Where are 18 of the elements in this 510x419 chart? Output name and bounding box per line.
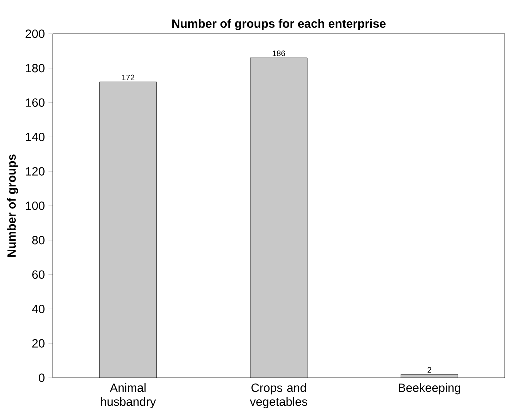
bar	[250, 58, 308, 378]
x-tick-label: Crops and vegetables	[250, 383, 308, 409]
y-tick-label: 100	[26, 202, 45, 210]
y-tick-label: 120	[26, 167, 45, 176]
x-tick-label: Beekeeping	[399, 383, 460, 395]
y-tick-label: 20	[32, 339, 45, 348]
y-tick-label: 40	[32, 304, 45, 314]
y-tick-label: 60	[32, 270, 45, 280]
x-tick-label: Animal husbandry	[101, 383, 156, 409]
y-tick-label: 160	[26, 98, 45, 108]
bar	[100, 82, 158, 378]
chart-title: Number of groups for each enterprise	[172, 19, 386, 30]
y-tick-label: 140	[26, 132, 45, 142]
y-tick-label: 180	[26, 64, 45, 73]
y-tick-label: 200	[26, 30, 45, 38]
y-tick-label: 80	[32, 236, 45, 245]
y-tick-label: 0	[39, 374, 45, 382]
y-axis-title: Number of groups	[7, 154, 18, 258]
